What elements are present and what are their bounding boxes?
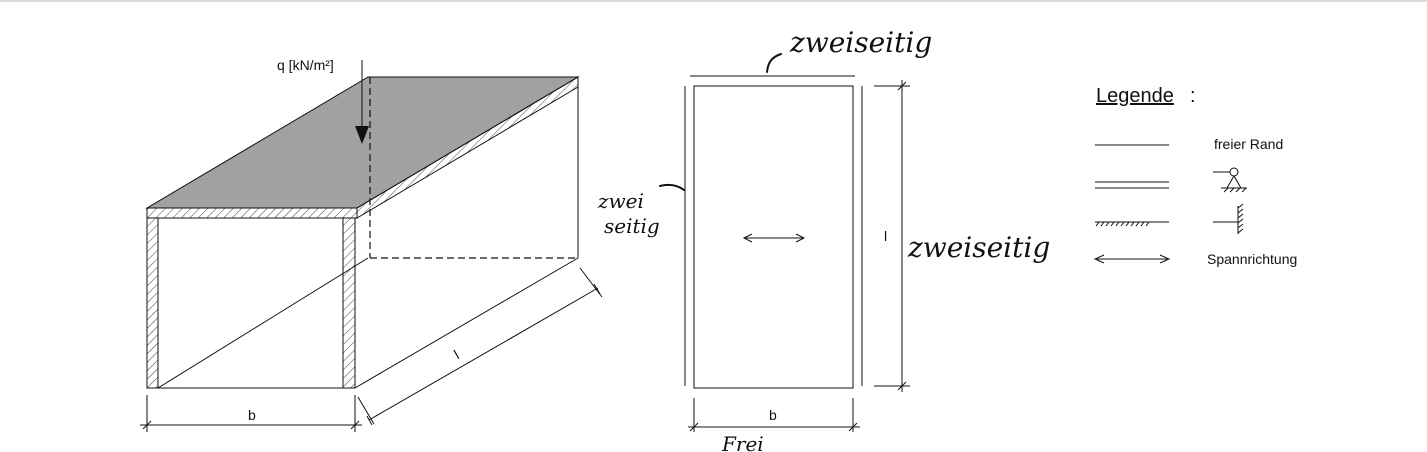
load-label: q [kN/m²] <box>277 57 334 73</box>
legend-free-edge-label: freier Rand <box>1214 136 1283 152</box>
dimension-l-plan <box>874 80 910 392</box>
dimension-l-iso-label: l <box>451 347 462 362</box>
isometric-slab-drawing: q [kN/m²] b l <box>140 57 603 432</box>
dimension-b-iso <box>140 395 362 432</box>
svg-text:seitig: seitig <box>604 214 660 238</box>
left-wall <box>146 217 159 389</box>
span-direction-arrow-plan <box>742 233 806 243</box>
svg-text:zweiseitig: zweiseitig <box>789 26 932 59</box>
handwriting-bottom: Frei <box>721 432 764 452</box>
handwritten-annotations: zweiseitig zwei seitig zweiseitig Frei <box>597 26 1050 452</box>
svg-text:zweiseitig: zweiseitig <box>907 231 1050 264</box>
handwriting-left: zwei seitig <box>597 183 685 238</box>
dimension-b-iso-label: b <box>248 407 256 423</box>
dimension-l-iso <box>357 267 603 426</box>
legend-title-colon: : <box>1190 85 1196 107</box>
svg-text:zwei: zwei <box>597 189 644 213</box>
legend-title: Legende <box>1096 85 1174 107</box>
dimension-b-plan-label: b <box>769 407 777 423</box>
dimension-l-plan-label: l <box>884 228 887 244</box>
dimension-b-plan <box>688 398 860 432</box>
right-wall <box>342 217 356 389</box>
legend-span-direction-label: Spannrichtung <box>1207 251 1297 267</box>
plan-view-drawing: b l <box>684 75 910 432</box>
legend: Legende : freier Rand <box>1093 85 1297 267</box>
plan-slab <box>693 85 854 389</box>
slab-front-edge <box>146 207 358 219</box>
load-arrow <box>355 60 369 144</box>
legend-span-direction-symbol <box>1093 254 1171 264</box>
svg-text:Frei: Frei <box>721 432 764 452</box>
fixed-support-icon <box>1213 203 1244 234</box>
handwriting-top: zweiseitig <box>766 26 932 73</box>
simple-support-icon <box>1213 167 1247 193</box>
handwriting-right: zweiseitig <box>907 231 1050 264</box>
